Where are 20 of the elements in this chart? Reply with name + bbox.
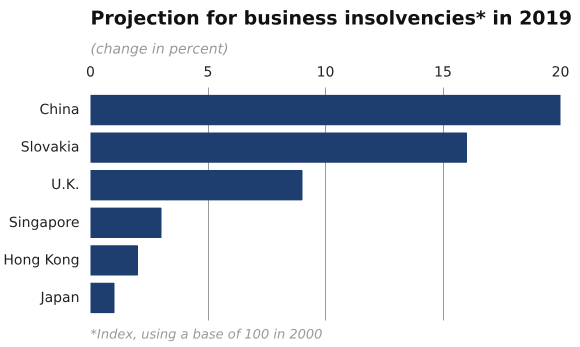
y-tick-label: Japan [39, 290, 80, 306]
y-tick-label: Singapore [8, 214, 80, 231]
bar [90, 94, 560, 126]
y-tick-label: China [40, 102, 80, 118]
chart-title: Projection for business insolvencies* in 2019 [90, 8, 572, 30]
y-tick-label: Hong Kong [3, 252, 80, 268]
chart-subtitle: (change in percent) [90, 42, 229, 58]
bar [90, 132, 467, 163]
bar [90, 208, 162, 238]
x-tick-label: 5 [204, 64, 212, 80]
x-tick-label: 0 [86, 64, 95, 80]
bar [90, 245, 138, 276]
x-tick-label: 10 [316, 64, 334, 80]
y-tick-label: U.K. [51, 177, 80, 194]
x-tick-label: 15 [434, 64, 452, 80]
text: *Index, using a base of 100 in 2000 [90, 328, 322, 342]
bar [90, 170, 302, 200]
y-tick-label: Slovakia [20, 140, 80, 156]
bar [90, 282, 114, 314]
x-tick-label: 20 [552, 64, 570, 80]
